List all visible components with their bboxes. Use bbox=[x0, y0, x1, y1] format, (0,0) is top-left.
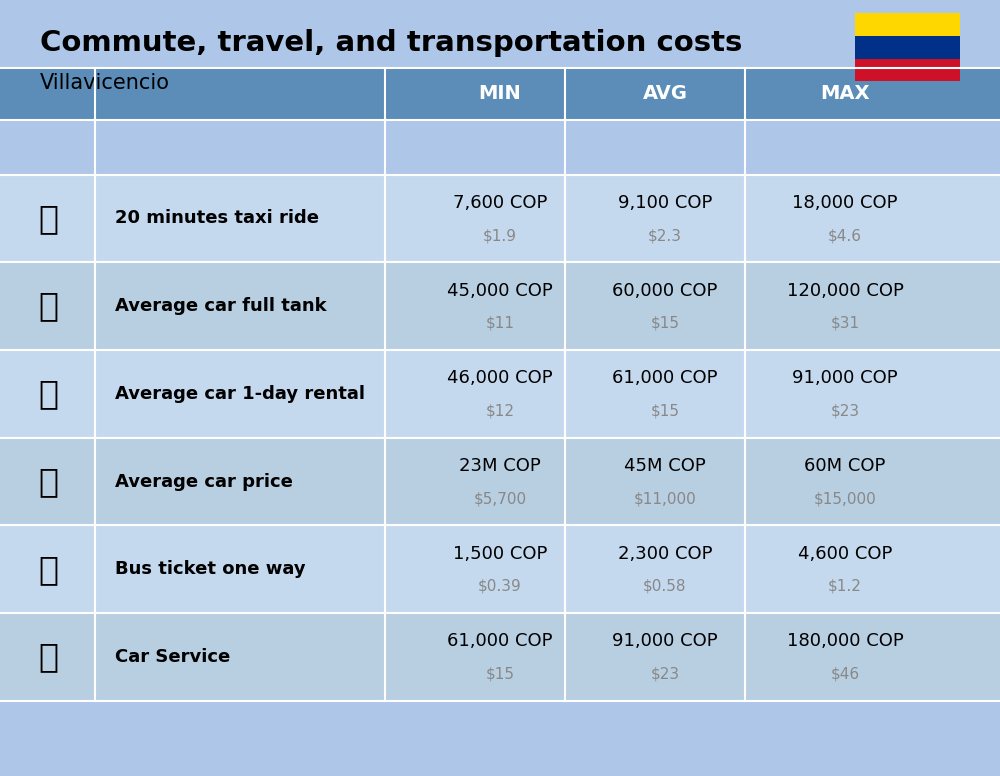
FancyBboxPatch shape bbox=[0, 525, 1000, 613]
Text: 20 minutes taxi ride: 20 minutes taxi ride bbox=[115, 210, 319, 227]
Text: 4,600 COP: 4,600 COP bbox=[798, 545, 892, 563]
Text: 1,500 COP: 1,500 COP bbox=[453, 545, 547, 563]
Text: $11: $11 bbox=[486, 316, 514, 331]
Text: Commute, travel, and transportation costs: Commute, travel, and transportation cost… bbox=[40, 29, 742, 57]
Text: $23: $23 bbox=[830, 404, 860, 418]
FancyBboxPatch shape bbox=[0, 68, 1000, 120]
Text: 🚙: 🚙 bbox=[38, 377, 58, 411]
Text: $46: $46 bbox=[830, 667, 860, 681]
Text: $1.9: $1.9 bbox=[483, 228, 517, 243]
Text: 60M COP: 60M COP bbox=[804, 457, 886, 475]
Text: $2.3: $2.3 bbox=[648, 228, 682, 243]
Text: 46,000 COP: 46,000 COP bbox=[447, 369, 553, 387]
Text: $15: $15 bbox=[650, 316, 680, 331]
Text: 🚗: 🚗 bbox=[38, 640, 58, 674]
FancyBboxPatch shape bbox=[855, 59, 960, 81]
FancyBboxPatch shape bbox=[0, 350, 1000, 438]
Text: Average car price: Average car price bbox=[115, 473, 293, 490]
Text: $15,000: $15,000 bbox=[814, 491, 876, 506]
Text: $31: $31 bbox=[830, 316, 860, 331]
Text: 2,300 COP: 2,300 COP bbox=[618, 545, 712, 563]
Text: 23M COP: 23M COP bbox=[459, 457, 541, 475]
Text: $12: $12 bbox=[486, 404, 514, 418]
FancyBboxPatch shape bbox=[0, 262, 1000, 350]
Text: 18,000 COP: 18,000 COP bbox=[792, 194, 898, 212]
Text: $4.6: $4.6 bbox=[828, 228, 862, 243]
FancyBboxPatch shape bbox=[0, 175, 1000, 262]
Text: 7,600 COP: 7,600 COP bbox=[453, 194, 547, 212]
Text: 120,000 COP: 120,000 COP bbox=[787, 282, 903, 300]
FancyBboxPatch shape bbox=[0, 438, 1000, 525]
Text: $5,700: $5,700 bbox=[473, 491, 527, 506]
Text: 91,000 COP: 91,000 COP bbox=[612, 632, 718, 650]
Text: 9,100 COP: 9,100 COP bbox=[618, 194, 712, 212]
Text: MAX: MAX bbox=[820, 85, 870, 103]
Text: $15: $15 bbox=[486, 667, 514, 681]
FancyBboxPatch shape bbox=[0, 613, 1000, 701]
FancyBboxPatch shape bbox=[855, 13, 960, 36]
Text: 60,000 COP: 60,000 COP bbox=[612, 282, 718, 300]
Text: $1.2: $1.2 bbox=[828, 579, 862, 594]
FancyBboxPatch shape bbox=[855, 36, 960, 59]
Text: Average car full tank: Average car full tank bbox=[115, 297, 327, 315]
Text: MIN: MIN bbox=[479, 85, 521, 103]
Text: 45M COP: 45M COP bbox=[624, 457, 706, 475]
Text: ⛽: ⛽ bbox=[38, 289, 58, 323]
Text: Villavicencio: Villavicencio bbox=[40, 73, 170, 93]
Text: 91,000 COP: 91,000 COP bbox=[792, 369, 898, 387]
Text: $11,000: $11,000 bbox=[634, 491, 696, 506]
Text: $23: $23 bbox=[650, 667, 680, 681]
Text: Average car 1-day rental: Average car 1-day rental bbox=[115, 385, 365, 403]
Text: 🚌: 🚌 bbox=[38, 553, 58, 586]
Text: 61,000 COP: 61,000 COP bbox=[447, 632, 553, 650]
Text: Bus ticket one way: Bus ticket one way bbox=[115, 560, 306, 578]
Text: 180,000 COP: 180,000 COP bbox=[787, 632, 903, 650]
Text: $0.39: $0.39 bbox=[478, 579, 522, 594]
Text: 61,000 COP: 61,000 COP bbox=[612, 369, 718, 387]
Text: AVG: AVG bbox=[642, 85, 688, 103]
Text: Car Service: Car Service bbox=[115, 648, 230, 666]
Text: $0.58: $0.58 bbox=[643, 579, 687, 594]
Text: 🚗: 🚗 bbox=[38, 465, 58, 498]
Text: 🚕: 🚕 bbox=[38, 202, 58, 235]
Text: 45,000 COP: 45,000 COP bbox=[447, 282, 553, 300]
Text: $15: $15 bbox=[650, 404, 680, 418]
